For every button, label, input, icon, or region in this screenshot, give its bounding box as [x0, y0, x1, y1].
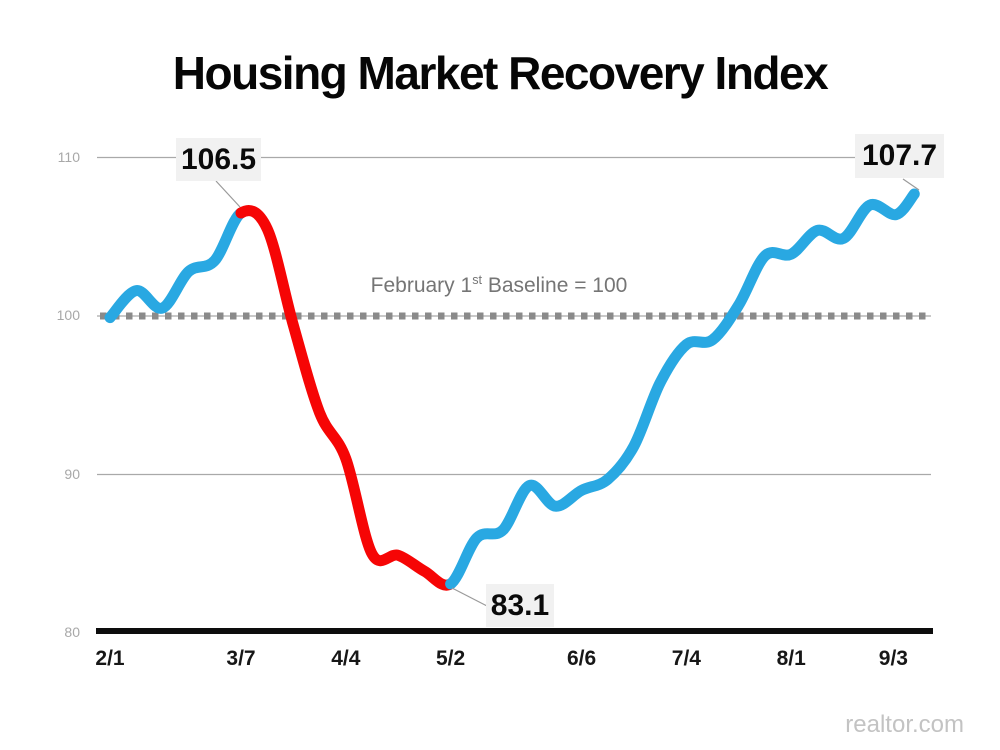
- x-tick-label-4-4: 4/4: [331, 647, 361, 670]
- baseline-annotation-prefix: February 1: [370, 274, 473, 297]
- series-segment-recovery: [445, 188, 920, 590]
- x-tick-label-8-1: 8/1: [776, 647, 806, 670]
- series-segment-rise-to-peak: [104, 207, 247, 324]
- callout-connector-0: [215, 180, 241, 208]
- chart-title: Housing Market Recovery Index: [172, 47, 829, 99]
- callout-connector-1: [451, 587, 488, 607]
- y-tick-label-110: 110: [57, 148, 80, 165]
- callout-end-value: 107.7: [855, 134, 944, 178]
- y-tick-label-80: 80: [64, 624, 80, 640]
- series-segment-decline: [235, 205, 457, 591]
- x-tick-label-7-4: 7/4: [671, 647, 701, 670]
- x-tick-label-5-2: 5/2: [435, 647, 466, 670]
- callout-connector-2: [902, 178, 920, 191]
- callout-trough-value: 83.1: [486, 584, 554, 627]
- realtor-com-watermark: realtor.com: [845, 711, 964, 738]
- x-tick-label-2-1: 2/1: [95, 647, 125, 670]
- y-tick-label-90: 90: [64, 465, 80, 482]
- baseline-annotation: February 1st Baseline = 100: [325, 273, 673, 298]
- callout-peak-value: 106.5: [176, 138, 261, 181]
- x-tick-label-3-7: 3/7: [226, 647, 256, 670]
- baseline-annotation-superscript: st: [472, 273, 482, 287]
- baseline-annotation-suffix: Baseline = 100: [481, 274, 628, 297]
- x-tick-label-6-6: 6/6: [566, 647, 597, 670]
- y-tick-label-100: 100: [56, 307, 80, 323]
- x-tick-label-9-3: 9/3: [878, 647, 908, 670]
